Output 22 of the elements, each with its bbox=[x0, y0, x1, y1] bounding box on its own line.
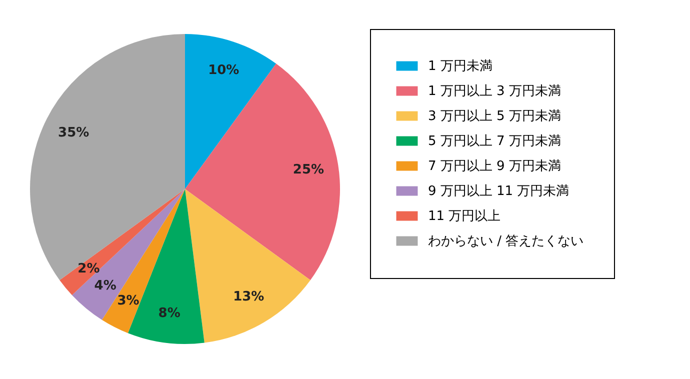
legend-label: わからない / 答えたくない bbox=[428, 234, 584, 249]
data-label: 2% bbox=[78, 262, 100, 277]
pie-slice bbox=[185, 64, 340, 280]
legend-label: 7 万円以上 9 万円未満 bbox=[428, 159, 561, 174]
pie-slice bbox=[30, 34, 185, 280]
legend-label: 9 万円以上 11 万円未満 bbox=[428, 184, 570, 199]
data-label: 4% bbox=[94, 278, 116, 294]
pie-slice bbox=[185, 189, 310, 343]
data-label: 10% bbox=[208, 63, 240, 78]
pie-slice bbox=[60, 189, 185, 296]
data-label: 25% bbox=[292, 162, 324, 178]
legend-label: 11 万円以上 bbox=[428, 209, 501, 224]
data-label: 3% bbox=[117, 293, 140, 308]
pie-slice bbox=[72, 189, 185, 320]
pie-slice bbox=[185, 34, 276, 189]
data-label: 8% bbox=[158, 306, 180, 322]
legend-label: 5 万円以上 7 万円未満 bbox=[428, 134, 561, 149]
legend-label: 1 万円未満 bbox=[428, 59, 492, 74]
data-label: 13% bbox=[233, 290, 264, 305]
data-label: 35% bbox=[58, 125, 90, 140]
legend-label: 3 万円以上 5 万円未満 bbox=[428, 109, 561, 124]
legend-label: 1 万円以上 3 万円未満 bbox=[428, 84, 561, 99]
